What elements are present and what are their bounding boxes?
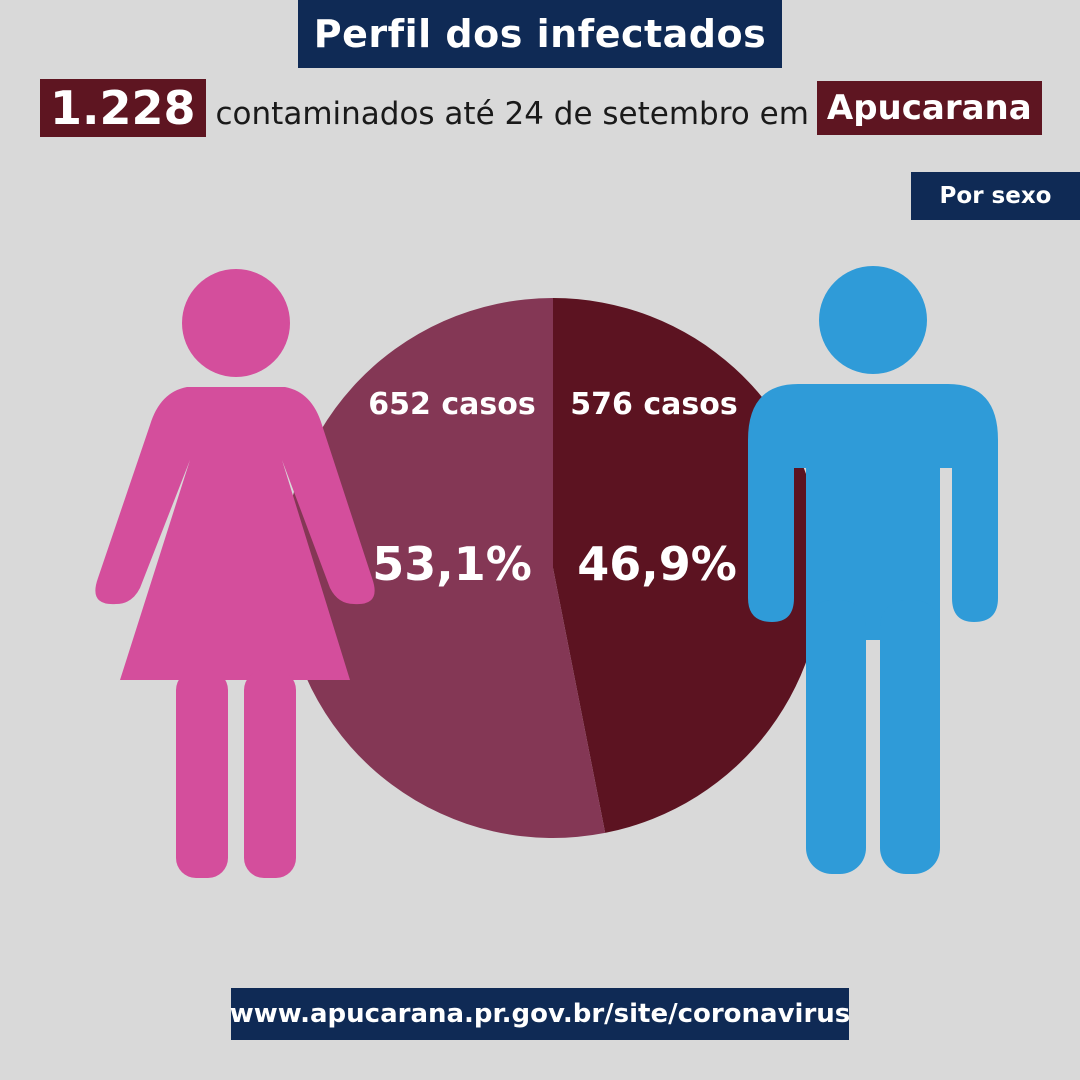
female-percent-label: 53,1%	[372, 537, 532, 591]
pie-slices	[282, 298, 823, 839]
section-label: Por sexo	[911, 172, 1080, 220]
pie-slice-female	[282, 298, 606, 839]
page-title: Perfil dos infectados	[298, 0, 782, 68]
female-count-label: 652 casos	[368, 387, 535, 422]
footer-url[interactable]: www.apucarana.pr.gov.br/site/coronavirus	[230, 988, 850, 1040]
male-percent-label: 46,9%	[577, 537, 737, 591]
subtitle-text: contaminados até 24 de setembro em	[215, 96, 809, 132]
female-figure-icon	[95, 269, 375, 878]
subtitle-line: 1.228 contaminados até 24 de setembro em…	[40, 78, 1050, 138]
male-figure-icon	[748, 266, 998, 874]
male-count-label: 576 casos	[570, 387, 737, 422]
total-count-badge: 1.228	[40, 79, 206, 137]
city-badge: Apucarana	[816, 81, 1042, 135]
